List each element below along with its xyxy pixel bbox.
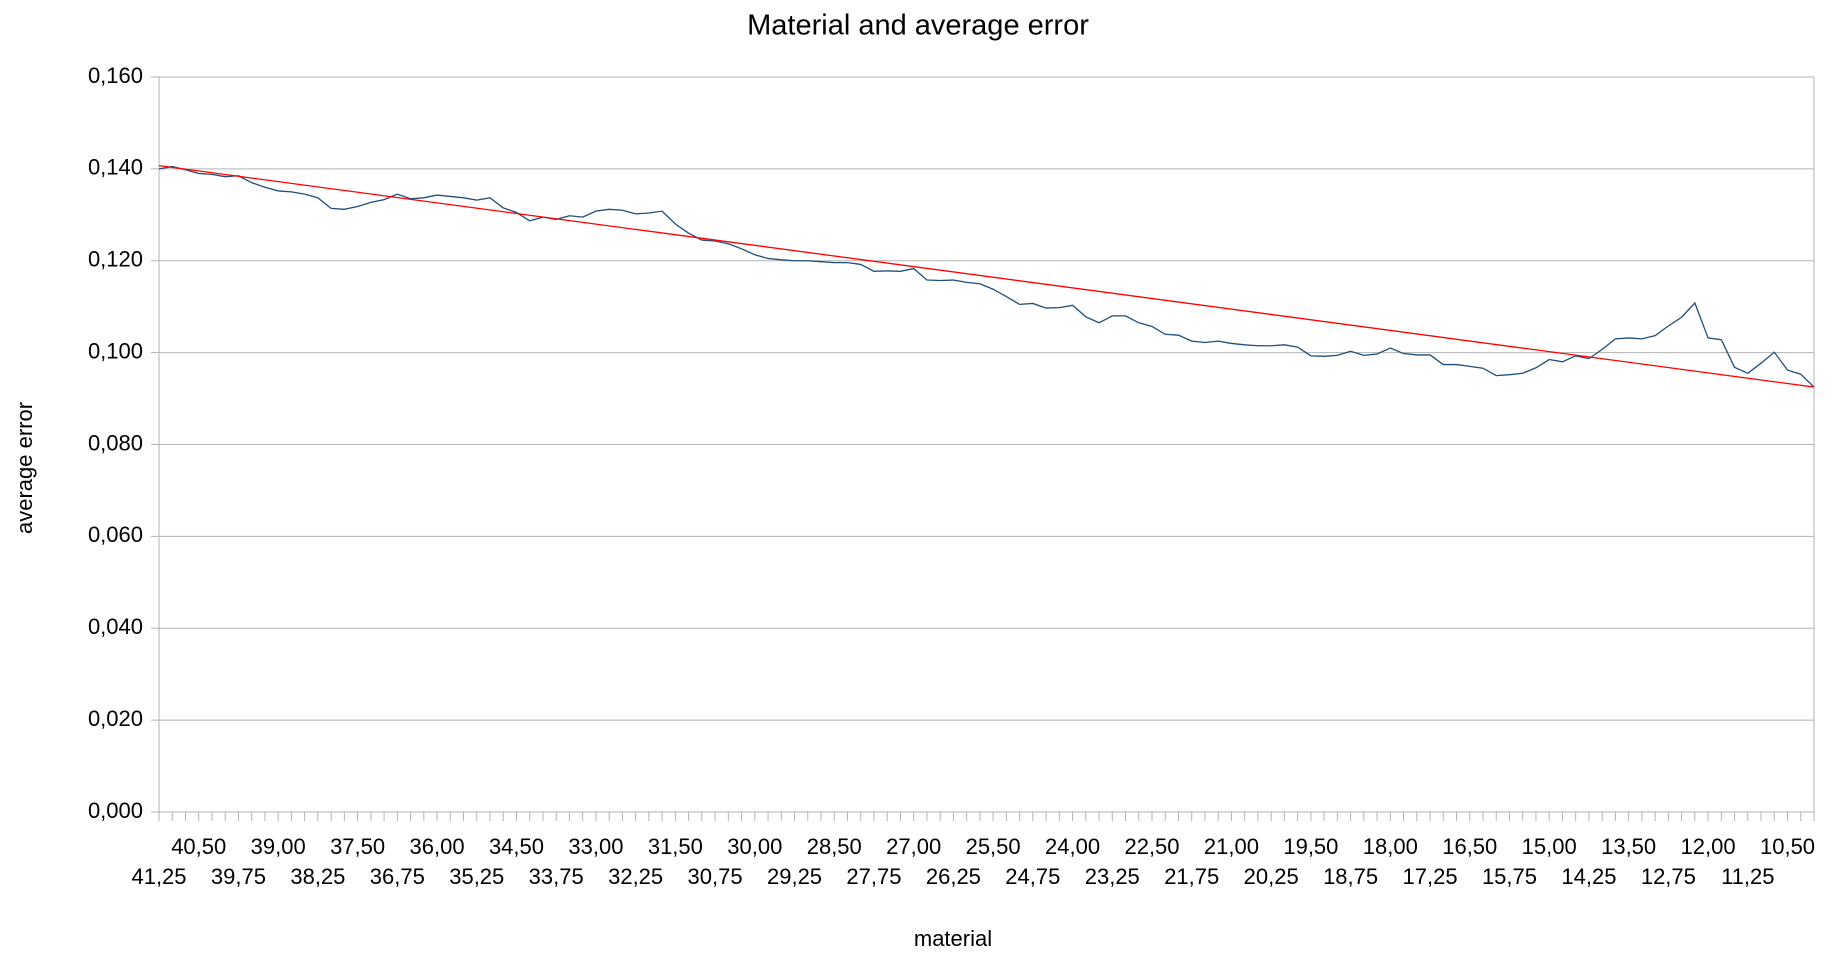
x-tick-label: 20,25 — [1244, 864, 1299, 889]
x-tick-label: 39,75 — [211, 864, 266, 889]
x-tick-label: 33,00 — [568, 834, 623, 859]
x-tick-label: 27,75 — [846, 864, 901, 889]
x-tick-label: 22,50 — [1124, 834, 1179, 859]
x-tick-label: 15,00 — [1522, 834, 1577, 859]
x-tick-label: 27,00 — [886, 834, 941, 859]
x-tick-label: 28,50 — [807, 834, 862, 859]
data-line — [158, 165, 1815, 388]
y-tick-label: 0,100 — [88, 338, 143, 363]
x-tick-label: 29,25 — [767, 864, 822, 889]
y-tick-label: 0,020 — [88, 706, 143, 731]
x-tick-label: 36,75 — [370, 864, 425, 889]
x-tick-label: 38,25 — [290, 864, 345, 889]
y-tick-label: 0,000 — [88, 798, 143, 823]
x-tick-label: 31,50 — [648, 834, 703, 859]
y-tick-label: 0,120 — [88, 247, 143, 272]
x-tick-label: 26,25 — [926, 864, 981, 889]
y-axis-title: average error — [12, 402, 37, 534]
x-tick-label: 35,25 — [449, 864, 504, 889]
x-tick-label: 23,25 — [1085, 864, 1140, 889]
x-tick-label: 34,50 — [489, 834, 544, 859]
x-tick-label: 21,75 — [1164, 864, 1219, 889]
chart-title: Material and average error — [747, 10, 1089, 42]
x-tick-label: 40,50 — [171, 834, 226, 859]
x-tick-label: 16,50 — [1442, 834, 1497, 859]
x-tick-label: 25,50 — [966, 834, 1021, 859]
x-tick-label: 12,75 — [1641, 864, 1696, 889]
x-tick-label: 33,75 — [529, 864, 584, 889]
x-axis-title: material — [914, 926, 992, 951]
x-tick-label: 37,50 — [330, 834, 385, 859]
x-tick-label: 15,75 — [1482, 864, 1537, 889]
x-tick-label: 39,00 — [251, 834, 306, 859]
trend-line — [158, 165, 1815, 388]
x-tick-label: 30,75 — [688, 864, 743, 889]
x-tick-label: 21,00 — [1204, 834, 1259, 859]
x-tick-label: 24,00 — [1045, 834, 1100, 859]
x-tick-label: 19,50 — [1283, 834, 1338, 859]
y-tick-label: 0,080 — [88, 430, 143, 455]
y-tick-label: 0,040 — [88, 614, 143, 639]
x-tick-label: 17,25 — [1403, 864, 1458, 889]
x-tick-label: 12,00 — [1681, 834, 1736, 859]
x-tick-label: 41,25 — [131, 864, 186, 889]
x-tick-label: 11,25 — [1721, 864, 1774, 889]
x-tick-label: 10,50 — [1760, 834, 1815, 859]
x-tick-label: 18,75 — [1323, 864, 1378, 889]
y-tick-label: 0,060 — [88, 522, 143, 547]
y-tick-label: 0,140 — [88, 155, 143, 180]
x-tick-label: 14,25 — [1561, 864, 1616, 889]
x-tick-label: 36,00 — [410, 834, 465, 859]
x-tick-label: 32,25 — [608, 864, 663, 889]
x-tick-label: 18,00 — [1363, 834, 1418, 859]
x-tick-label: 24,75 — [1005, 864, 1060, 889]
y-tick-label: 0,160 — [88, 63, 143, 88]
x-tick-label: 30,00 — [727, 834, 782, 859]
x-tick-label: 13,50 — [1601, 834, 1656, 859]
